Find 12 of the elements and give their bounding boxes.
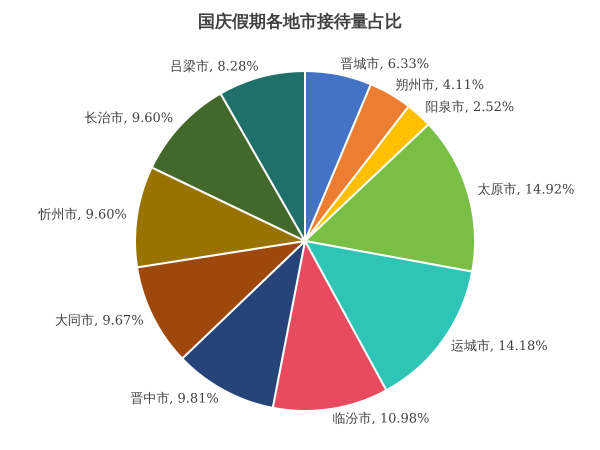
slice-label: 晋城市, 6.33% bbox=[340, 57, 430, 72]
slice-label: 长治市, 9.60% bbox=[84, 110, 174, 126]
slice-label: 阳泉市, 2.52% bbox=[426, 100, 514, 115]
chart-title: 国庆假期各地市接待量占比 bbox=[198, 12, 402, 32]
slice-label: 朔州市, 4.11% bbox=[396, 78, 484, 93]
slice-label: 临汾市, 10.98% bbox=[332, 411, 430, 426]
slice-label: 晋中市, 9.81% bbox=[130, 392, 219, 407]
slice-label: 大同市, 9.67% bbox=[55, 313, 144, 328]
slice-label: 吕梁市, 8.28% bbox=[170, 58, 259, 75]
slice-label: 太原市, 14.92% bbox=[478, 182, 574, 198]
slice-label: 忻州市, 9.60% bbox=[37, 207, 127, 222]
slice-label: 运城市, 14.18% bbox=[450, 339, 548, 354]
